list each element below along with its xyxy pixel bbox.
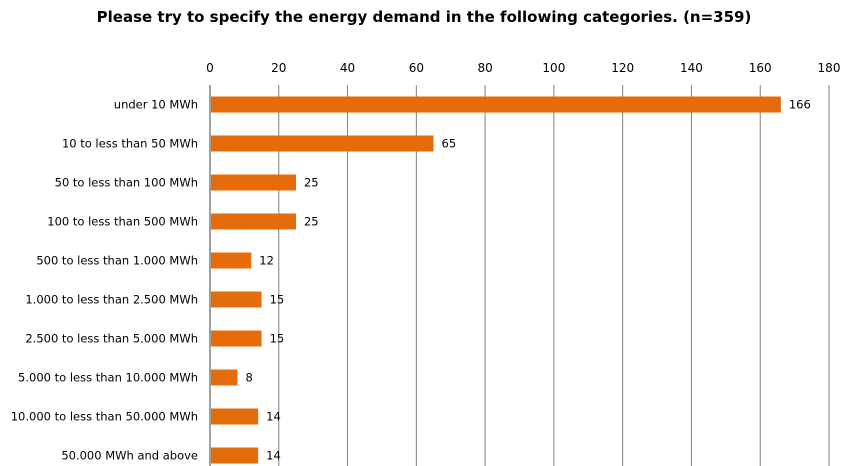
category-label: 1.000 to less than 2.500 MWh	[25, 293, 198, 307]
x-tick-label: 100	[542, 61, 565, 75]
data-label: 25	[304, 215, 319, 229]
data-label: 8	[246, 371, 253, 385]
bar	[211, 252, 252, 269]
bars	[211, 96, 781, 464]
data-label: 65	[442, 137, 457, 151]
bar	[211, 96, 781, 113]
data-label: 14	[266, 410, 281, 424]
x-tick-label: 0	[206, 61, 214, 75]
x-tick-label: 120	[611, 61, 634, 75]
category-label: 500 to less than 1.000 MWh	[36, 254, 198, 268]
bar	[211, 369, 238, 386]
bar	[211, 174, 296, 191]
data-label: 14	[266, 449, 281, 463]
category-labels: under 10 MWh 10 to less than 50 MWh 50 to …	[11, 98, 198, 463]
chart-title: Please try to specify the energy demand …	[96, 8, 752, 26]
x-tick-label: 40	[340, 61, 355, 75]
data-label: 15	[270, 332, 285, 346]
data-label: 12	[259, 254, 274, 268]
category-label: 50 to less than 100 MWh	[55, 176, 198, 190]
bar	[211, 291, 262, 308]
bar	[211, 213, 296, 230]
category-label: 5.000 to less than 10.000 MWh	[18, 371, 198, 385]
category-label: 10 to less than 50 MWh	[62, 137, 198, 151]
data-labels: 166 65 25 25 12 15 15 8 14 14	[246, 98, 811, 463]
category-label: 50.000 MWh and above	[61, 449, 198, 463]
x-tick-label: 140	[680, 61, 703, 75]
x-tick-label: 180	[818, 61, 841, 75]
x-tick-label: 60	[409, 61, 424, 75]
x-tick-label: 80	[477, 61, 492, 75]
bar	[211, 330, 262, 347]
data-label: 25	[304, 176, 319, 190]
gridlines	[209, 85, 830, 466]
bar	[211, 447, 259, 464]
data-label: 166	[789, 98, 811, 112]
bar	[211, 135, 434, 152]
category-label: 100 to less than 500 MWh	[47, 215, 198, 229]
bar	[211, 408, 259, 425]
x-tick-label: 160	[749, 61, 772, 75]
category-label: under 10 MWh	[114, 98, 198, 112]
category-label: 2.500 to less than 5.000 MWh	[25, 332, 198, 346]
data-label: 15	[270, 293, 285, 307]
x-axis-ticks: 0 20 40 60 80 100 120 140 160 180	[206, 61, 840, 75]
category-label: 10.000 to less than 50.000 MWh	[11, 410, 198, 424]
x-tick-label: 20	[271, 61, 286, 75]
